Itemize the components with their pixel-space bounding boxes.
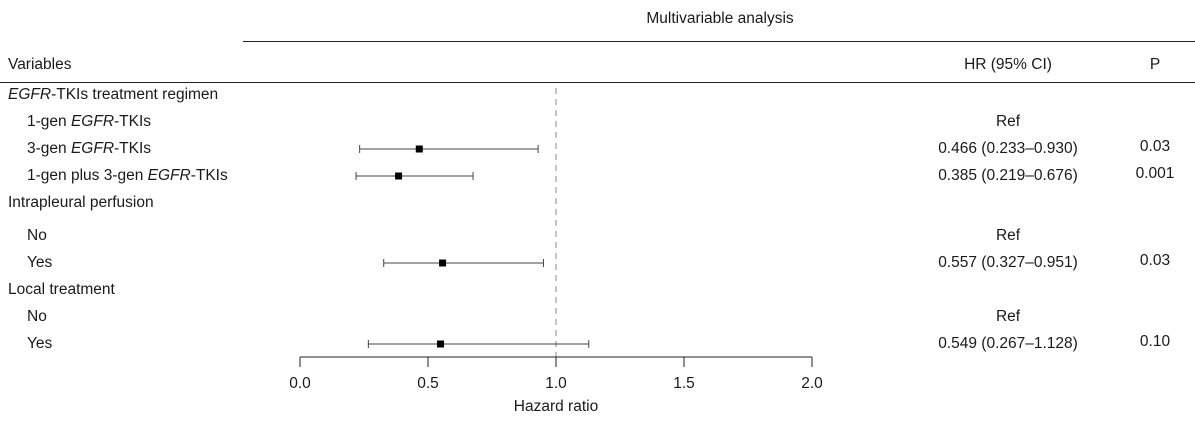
x-tick-label: 0.5 bbox=[417, 375, 439, 392]
row-label: No bbox=[27, 308, 47, 325]
p-value: 0.001 bbox=[1135, 165, 1175, 182]
hr-point bbox=[415, 145, 423, 153]
hr-value: Ref bbox=[995, 308, 1021, 325]
group-title: Multivariable analysis bbox=[646, 10, 794, 27]
x-tick-label: 0.0 bbox=[289, 375, 311, 392]
row-label: Yes bbox=[27, 254, 53, 271]
column-header-hr: HR (95% CI) bbox=[964, 56, 1052, 73]
hr-value: 0.466 (0.233–0.930) bbox=[938, 140, 1078, 157]
hr-value: Ref bbox=[995, 113, 1021, 130]
row-label: 3-gen EGFR-TKIs bbox=[27, 140, 152, 157]
row-label: Yes bbox=[27, 335, 53, 352]
row-label: 1-gen EGFR-TKIs bbox=[27, 113, 152, 130]
hr-value: 0.549 (0.267–1.128) bbox=[938, 335, 1078, 352]
column-header-variables: Variables bbox=[8, 56, 72, 73]
column-header-p: P bbox=[1149, 56, 1161, 73]
x-tick-label: 2.0 bbox=[801, 375, 823, 392]
group-title-underline bbox=[243, 41, 1195, 42]
hr-point bbox=[439, 259, 447, 267]
p-value: 0.03 bbox=[1139, 252, 1171, 269]
hr-point bbox=[395, 172, 403, 180]
p-value: 0.03 bbox=[1139, 138, 1171, 155]
row-group-label: EGFR-TKIs treatment regimen bbox=[8, 86, 219, 103]
row-group-label: Local treatment bbox=[8, 281, 115, 298]
p-value: 0.10 bbox=[1139, 333, 1171, 350]
x-tick-label: 1.0 bbox=[545, 375, 567, 392]
hr-value: 0.557 (0.327–0.951) bbox=[938, 254, 1078, 271]
x-axis-label: Hazard ratio bbox=[513, 398, 599, 415]
header-rule bbox=[0, 82, 1195, 83]
row-group-label: Intrapleural perfusion bbox=[8, 194, 154, 211]
row-label: 1-gen plus 3-gen EGFR-TKIs bbox=[27, 167, 228, 184]
x-tick-label: 1.5 bbox=[673, 375, 695, 392]
hr-point bbox=[437, 340, 445, 348]
row-label: No bbox=[27, 227, 47, 244]
hr-value: 0.385 (0.219–0.676) bbox=[938, 167, 1078, 184]
hr-value: Ref bbox=[995, 227, 1021, 244]
